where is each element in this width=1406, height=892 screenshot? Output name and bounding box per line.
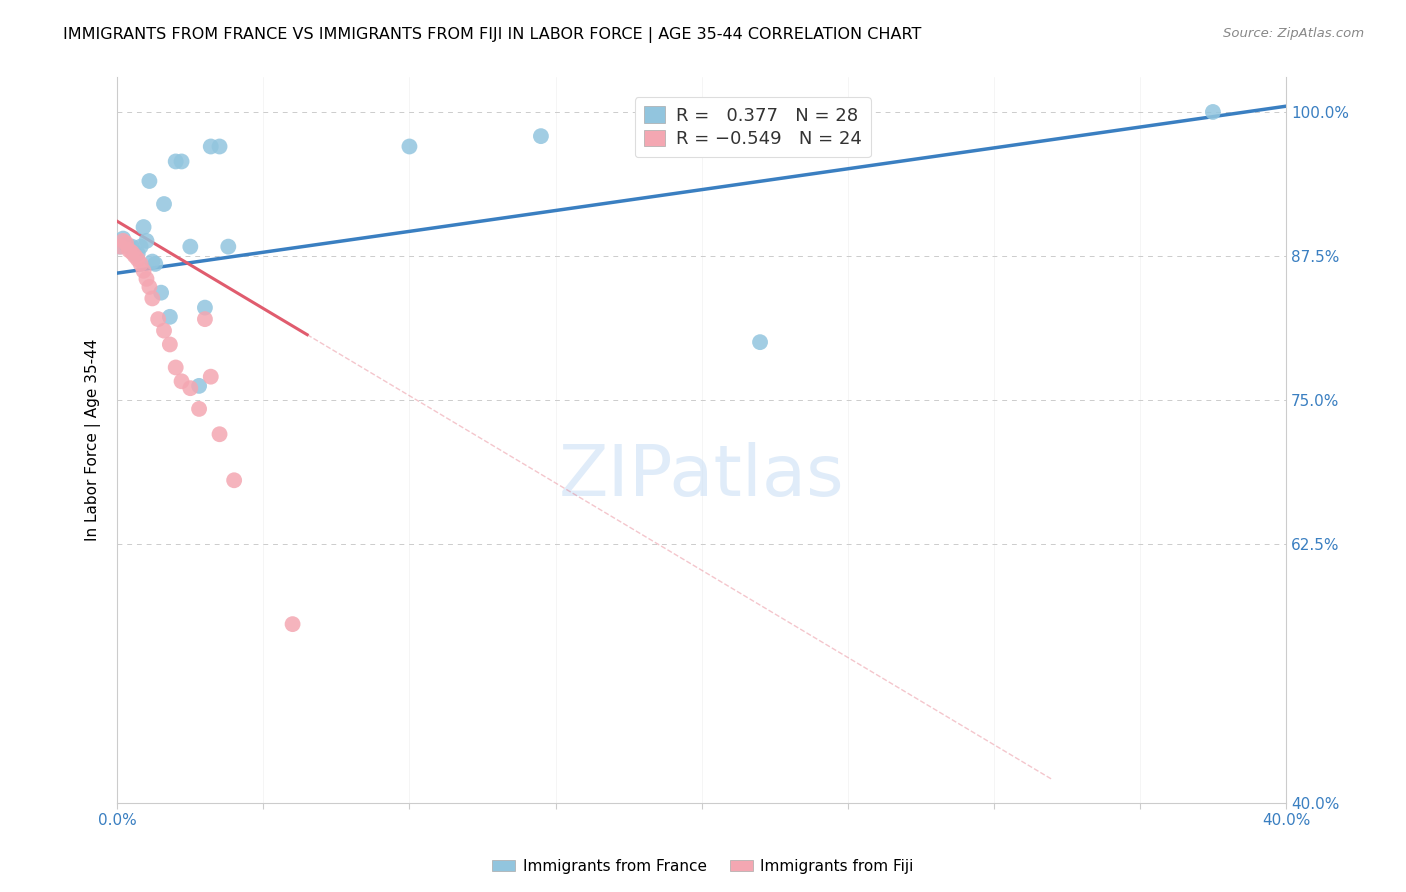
Point bbox=[159, 337, 181, 351]
Point bbox=[170, 374, 193, 388]
Point bbox=[132, 220, 155, 235]
Point bbox=[118, 243, 141, 257]
Point bbox=[112, 234, 135, 248]
Point bbox=[170, 154, 193, 169]
Point bbox=[129, 257, 152, 271]
Point bbox=[108, 239, 131, 253]
Point bbox=[194, 301, 217, 315]
Point bbox=[132, 264, 155, 278]
Point bbox=[129, 239, 152, 253]
Point bbox=[121, 245, 143, 260]
Point bbox=[208, 139, 231, 153]
Point bbox=[135, 234, 157, 248]
Point bbox=[127, 252, 149, 267]
Point bbox=[165, 154, 187, 169]
Point bbox=[188, 401, 211, 416]
Point bbox=[141, 254, 163, 268]
Legend: R =   0.377   N = 28, R = −0.549   N = 24: R = 0.377 N = 28, R = −0.549 N = 24 bbox=[634, 97, 872, 157]
Point bbox=[112, 231, 135, 245]
Point bbox=[115, 236, 138, 251]
Point bbox=[200, 139, 222, 153]
Point bbox=[749, 335, 772, 350]
Point bbox=[141, 292, 163, 306]
Point bbox=[121, 239, 143, 253]
Point bbox=[148, 312, 170, 326]
Text: ZIPatlas: ZIPatlas bbox=[558, 442, 845, 511]
Legend: Immigrants from France, Immigrants from Fiji: Immigrants from France, Immigrants from … bbox=[486, 853, 920, 880]
Point bbox=[124, 246, 146, 260]
Point bbox=[200, 369, 222, 384]
Point bbox=[159, 310, 181, 324]
Point bbox=[138, 174, 160, 188]
Point bbox=[281, 617, 304, 632]
Y-axis label: In Labor Force | Age 35-44: In Labor Force | Age 35-44 bbox=[86, 339, 101, 541]
Point bbox=[224, 473, 246, 487]
Point bbox=[188, 379, 211, 393]
Text: Source: ZipAtlas.com: Source: ZipAtlas.com bbox=[1223, 27, 1364, 40]
Point bbox=[115, 237, 138, 252]
Point bbox=[153, 324, 176, 338]
Point bbox=[150, 285, 173, 300]
Point bbox=[1202, 105, 1225, 120]
Point bbox=[398, 139, 420, 153]
Point bbox=[143, 257, 166, 271]
Point bbox=[138, 280, 160, 294]
Point bbox=[217, 239, 239, 253]
Point bbox=[530, 129, 553, 144]
Point bbox=[153, 197, 176, 211]
Point bbox=[124, 249, 146, 263]
Point bbox=[179, 381, 201, 395]
Point bbox=[127, 246, 149, 260]
Point bbox=[108, 239, 131, 253]
Point bbox=[194, 312, 217, 326]
Point bbox=[179, 239, 201, 253]
Text: IMMIGRANTS FROM FRANCE VS IMMIGRANTS FROM FIJI IN LABOR FORCE | AGE 35-44 CORREL: IMMIGRANTS FROM FRANCE VS IMMIGRANTS FRO… bbox=[63, 27, 922, 43]
Point bbox=[135, 272, 157, 286]
Point bbox=[118, 239, 141, 253]
Point bbox=[208, 427, 231, 442]
Point bbox=[165, 360, 187, 375]
